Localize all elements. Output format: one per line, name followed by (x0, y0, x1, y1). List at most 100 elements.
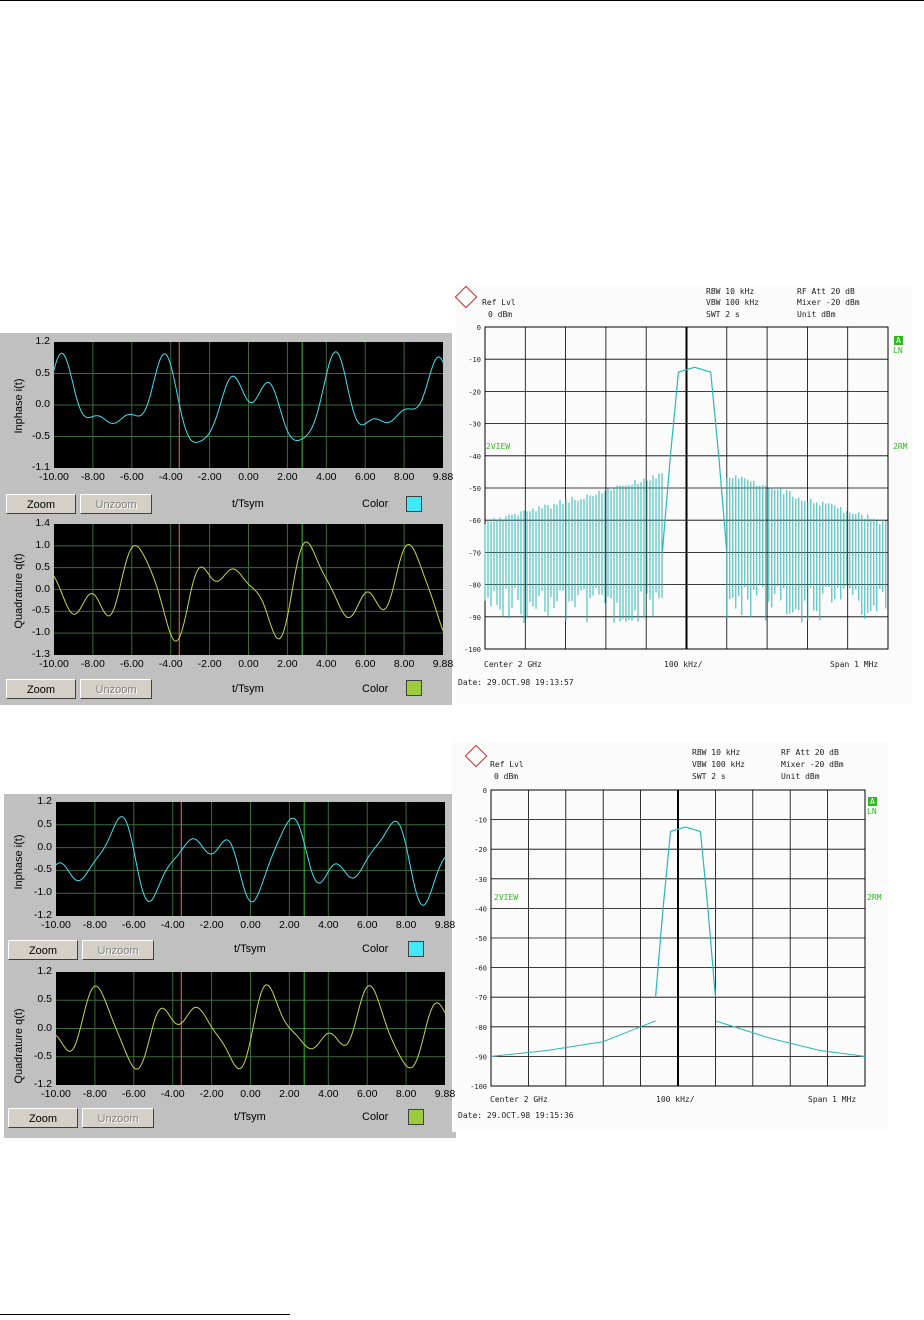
bottom-spectrum-ytick: -50 (474, 935, 487, 943)
top-quadrature-ytick: -1.0 (32, 626, 50, 638)
top-quadrature-xtick: 0.00 (238, 658, 258, 670)
top-quadrature-unzoom-button[interactable]: Unzoom (80, 679, 152, 699)
bottom-inphase-xtick: 8.00 (396, 919, 416, 931)
top-vbw: VBW 100 kHz (706, 298, 759, 307)
top-spectrum-plot: 0-10-20-30-40-50-60-70-80-90-100 (485, 327, 888, 649)
top-spectrum-ytick: -10 (468, 356, 481, 364)
top-quadrature-xtick: 6.00 (355, 658, 375, 670)
top-quadrature-ytick: -0.5 (32, 604, 50, 616)
bottom-rfatt: RF Att 20 dB (781, 748, 839, 757)
top-quadrature-xtick: 2.00 (277, 658, 297, 670)
top-inphase-xlabel: t/Tsym (232, 498, 264, 510)
bottom-quadrature-xlabel: t/Tsym (234, 1111, 266, 1123)
top-quadrature-xtick: -4.00 (159, 658, 183, 670)
bottom-quadrature-zoom-button[interactable]: Zoom (8, 1108, 78, 1128)
top-mixer: Mixer -20 dBm (797, 298, 860, 307)
top-spectrum-ytick: -50 (468, 485, 481, 493)
bottom-inphase-ytick: 0.5 (37, 818, 52, 830)
bottom-inphase-plot (56, 802, 445, 916)
bottom-spectrum-ytick: -20 (474, 846, 487, 854)
bottom-quadrature-color-swatch[interactable] (408, 1109, 424, 1125)
bottom-span-div-label: 100 kHz/ (656, 1095, 695, 1104)
footnote-rule (0, 1314, 290, 1315)
top-quadrature-svg (54, 524, 443, 655)
top-spectrum-ytick: -90 (468, 614, 481, 622)
bottom-inphase-xtick: 4.00 (318, 919, 338, 931)
top-inphase-xtick: -6.00 (120, 471, 144, 483)
top-quadrature-color-swatch[interactable] (406, 680, 422, 696)
bottom-quadrature-ytick: 0.0 (37, 1022, 52, 1034)
top-inphase-xtick: 6.00 (355, 471, 375, 483)
top-inphase-ytick: 0.5 (35, 367, 50, 379)
bottom-inphase-zoom-button[interactable]: Zoom (8, 940, 78, 960)
bottom-spectrum-ytick: -90 (474, 1053, 487, 1061)
top-quadrature-xtick: 4.00 (316, 658, 336, 670)
top-swt: SWT 2 s (706, 310, 740, 319)
top-spectrum-ytick: -40 (468, 453, 481, 461)
bottom-inphase-unzoom-button[interactable]: Unzoom (82, 940, 154, 960)
top-quadrature-color-label: Color (362, 683, 388, 695)
top-inphase-unzoom-button[interactable]: Unzoom (80, 494, 152, 514)
bottom-inphase-ytick: -0.5 (34, 863, 52, 875)
top-spectrum-ytick: -80 (468, 582, 481, 590)
top-spectrum-ytick: -100 (464, 646, 481, 654)
top-quadrature-zoom-button[interactable]: Zoom (6, 679, 76, 699)
bottom-quadrature-xtick: -4.00 (161, 1088, 185, 1100)
bottom-trace-a-badge: A (868, 797, 877, 806)
bottom-spectrum-ytick: -80 (474, 1024, 487, 1032)
top-quadrature-ytick: 1.4 (35, 517, 50, 529)
bottom-quadrature-xtick: -2.00 (200, 1088, 224, 1100)
bottom-spectrum-ytick: 0 (483, 787, 487, 795)
top-span-div-label: 100 kHz/ (664, 660, 703, 669)
top-quadrature-xlabel: t/Tsym (232, 683, 264, 695)
page-header-rule (0, 0, 924, 1)
top-inphase-xtick: -10.00 (39, 471, 69, 483)
top-inphase-xtick: -8.00 (81, 471, 105, 483)
bottom-rm-label: 2RM (867, 893, 881, 902)
bottom-ref-lvl: Ref Lvl (490, 760, 524, 769)
bottom-quadrature-xtick: -6.00 (122, 1088, 146, 1100)
bottom-quadrature-xtick: 2.00 (279, 1088, 299, 1100)
bottom-ln-label: LN (867, 807, 877, 816)
top-spectrum-ytick: -60 (468, 517, 481, 525)
top-quadrature-ylabel: Quadrature q(t) (13, 546, 25, 636)
top-inphase-xtick: -4.00 (159, 471, 183, 483)
top-unit: Unit dBm (797, 310, 836, 319)
top-inphase-ylabel: Inphase i(t) (13, 371, 25, 441)
bottom-rbw: RBW 10 kHz (692, 748, 740, 757)
top-inphase-zoom-button[interactable]: Zoom (6, 494, 76, 514)
bottom-spectrum-main-lobe (656, 827, 716, 997)
bottom-quadrature-xtick: -10.00 (41, 1088, 71, 1100)
top-spectrum-ytick: 0 (477, 324, 481, 332)
top-spectrum-ytick: -70 (468, 549, 481, 557)
top-quadrature-ytick: 0.0 (35, 583, 50, 595)
bottom-quadrature-ylabel: Quadrature q(t) (13, 1001, 25, 1091)
top-center-label: Center 2 GHz (484, 660, 542, 669)
top-rbw: RBW 10 kHz (706, 287, 754, 296)
bottom-inphase-svg (56, 802, 445, 916)
bottom-spectrum-ytick: -100 (470, 1083, 487, 1091)
bottom-quadrature-xtick: 8.00 (396, 1088, 416, 1100)
bottom-quadrature-xtick: 0.00 (240, 1088, 260, 1100)
bottom-inphase-xtick: 6.00 (357, 919, 377, 931)
bottom-inphase-xtick: 0.00 (240, 919, 260, 931)
bottom-spectrum-plot: 0 -10 -20 -30 -40 -50 -60 -70 -80 -90 -100 (491, 790, 865, 1086)
top-inphase-color-swatch[interactable] (406, 496, 422, 512)
bottom-spectrum-ytick: -70 (474, 994, 487, 1002)
bottom-quadrature-unzoom-button[interactable]: Unzoom (82, 1108, 154, 1128)
bottom-inphase-ylabel: Inphase i(t) (13, 827, 25, 897)
bottom-quadrature-color-label: Color (362, 1111, 388, 1123)
bottom-unit: Unit dBm (781, 772, 820, 781)
bottom-inphase-ytick: -1.0 (34, 886, 52, 898)
top-inphase-ytick: 1.2 (35, 335, 50, 347)
bottom-inphase-xtick: -6.00 (122, 919, 146, 931)
top-inphase-ytick: 0.0 (35, 398, 50, 410)
top-quadrature-xtick: -6.00 (120, 658, 144, 670)
bottom-inphase-xlabel: t/Tsym (234, 943, 266, 955)
bottom-inphase-xtick: -2.00 (200, 919, 224, 931)
top-inphase-ytick: -0.5 (32, 430, 50, 442)
top-quadrature-xtick: 8.00 (394, 658, 414, 670)
top-inphase-xtick: -2.00 (198, 471, 222, 483)
top-rm-label: 2RM (893, 442, 907, 451)
bottom-inphase-color-swatch[interactable] (408, 941, 424, 957)
